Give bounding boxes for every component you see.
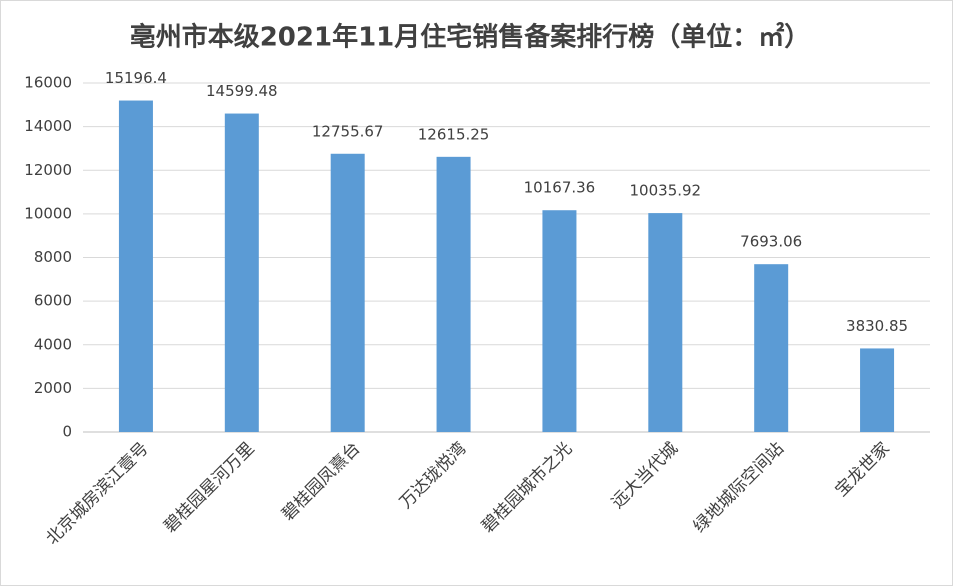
bar: [330, 153, 365, 432]
bar: [860, 348, 895, 432]
y-tick-label: 8000: [34, 248, 72, 266]
y-tick-label: 12000: [24, 161, 72, 179]
bar: [118, 100, 153, 432]
y-tick-label: 0: [62, 423, 72, 441]
bar: [436, 156, 471, 432]
y-tick-label: 2000: [34, 379, 72, 397]
y-tick-label: 16000: [24, 74, 72, 92]
y-tick-label: 10000: [24, 204, 72, 222]
value-label: 10035.92: [630, 182, 702, 200]
bar: [754, 264, 789, 432]
y-tick-label: 4000: [34, 335, 72, 353]
value-label: 12755.67: [312, 122, 384, 140]
y-tick-label: 14000: [24, 117, 72, 135]
value-label: 3830.85: [846, 317, 908, 335]
chart-title: 亳州市本级2021年11月住宅销售备案排行榜（单位：㎡）: [130, 22, 811, 53]
value-label: 10167.36: [524, 179, 596, 197]
value-label: 14599.48: [206, 82, 278, 100]
value-label: 12615.25: [418, 125, 490, 143]
bar: [542, 210, 577, 432]
value-label: 7693.06: [740, 233, 802, 251]
y-tick-label: 6000: [34, 292, 72, 310]
bar: [224, 113, 259, 433]
bar: [648, 213, 683, 432]
value-label: 15196.4: [105, 69, 167, 87]
